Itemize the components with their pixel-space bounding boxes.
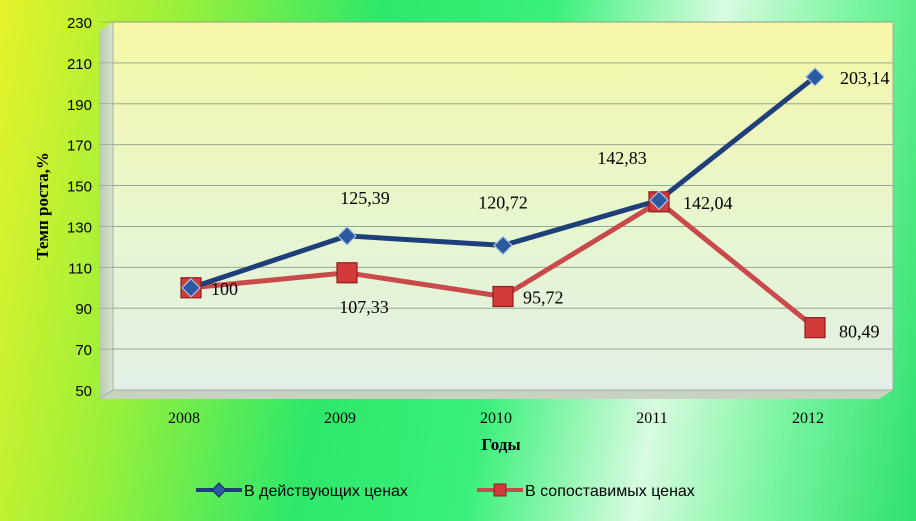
- plot-area: [112, 21, 894, 391]
- y-tick-label: 130: [67, 219, 92, 236]
- x-axis-ticks: 2008 2009 2010 2011 2012: [168, 410, 824, 427]
- data-point-diamond: [649, 190, 669, 211]
- series-group: [180, 67, 826, 339]
- y-tick-label: 170: [67, 138, 92, 155]
- legend: В действующих ценах В сопоставимых ценах: [196, 482, 695, 500]
- data-point-diamond: [805, 67, 825, 87]
- x-tick-label: 2008: [168, 410, 200, 427]
- x-tick-label: 2012: [792, 410, 824, 427]
- plot-wall-side: [99, 22, 113, 399]
- data-point-diamond: [493, 235, 513, 256]
- data-labels: 125,39 120,72 142,83 203,14 100 107,33 95,72 14…: [211, 68, 890, 342]
- data-label: 142,04: [683, 193, 733, 213]
- data-label: 107,33: [339, 297, 389, 317]
- y-tick-label: 190: [67, 97, 92, 114]
- gridline-side: [98, 389, 114, 400]
- data-label: 142,83: [597, 148, 647, 168]
- plot-floor: [99, 390, 893, 399]
- legend-item-comparable-prices: В сопоставимых ценах: [477, 483, 695, 500]
- y-tick-label: 90: [75, 301, 92, 318]
- data-point-diamond: [337, 226, 357, 246]
- data-point-diamond: [181, 277, 201, 298]
- y-axis-ticks: 50 70 90 110 130 150 170 190 210 230: [67, 15, 92, 400]
- x-tick-label: 2010: [480, 410, 512, 427]
- y-tick-label: 150: [67, 179, 92, 196]
- x-axis-title: Годы: [481, 435, 520, 454]
- data-label: 203,14: [840, 68, 890, 88]
- data-label: 100: [211, 279, 238, 299]
- legend-marker-square-icon: [493, 483, 507, 497]
- data-point-square: [492, 285, 514, 308]
- y-tick-label: 70: [75, 342, 92, 359]
- y-axis-title: Темп роста,%: [33, 152, 52, 260]
- data-point-square: [804, 317, 826, 339]
- y-tick-label: 50: [75, 383, 92, 400]
- data-label: 120,72: [478, 192, 528, 212]
- legend-label-comparable-prices: В сопоставимых ценах: [525, 483, 695, 500]
- legend-item-current-prices: В действующих ценах: [196, 482, 408, 500]
- data-label: 80,49: [839, 322, 880, 342]
- x-tick-label: 2009: [324, 410, 356, 427]
- y-tick-label: 110: [68, 260, 92, 277]
- gridlines: [98, 21, 893, 400]
- legend-label-current-prices: В действующих ценах: [244, 483, 408, 500]
- data-label: 125,39: [340, 188, 390, 208]
- x-tick-label: 2011: [636, 410, 667, 427]
- y-tick-label: 230: [67, 15, 92, 32]
- data-label: 95,72: [523, 288, 564, 308]
- legend-marker-diamond-icon: [211, 482, 227, 498]
- y-tick-label: 210: [67, 56, 92, 73]
- data-point-square: [336, 262, 358, 284]
